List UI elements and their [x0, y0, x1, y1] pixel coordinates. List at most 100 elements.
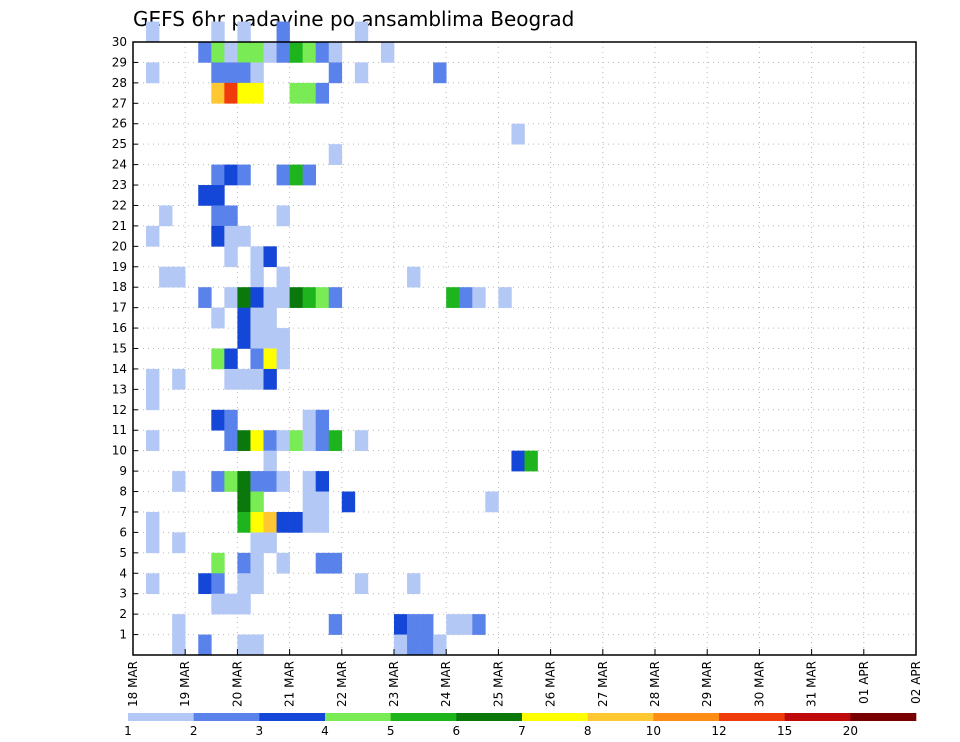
y-tick-label: 3: [119, 587, 127, 601]
precip-cell: [146, 511, 160, 533]
precip-cell: [237, 634, 251, 656]
y-tick-label: 9: [119, 464, 127, 478]
x-tick-label: 31 MAR: [805, 661, 819, 707]
colorbar-label: 5: [387, 724, 395, 738]
colorbar-swatch: [259, 713, 326, 721]
precip-cell: [250, 307, 264, 329]
precip-cell: [211, 593, 225, 615]
x-tick-label: 19 MAR: [178, 661, 192, 707]
precip-cell: [315, 552, 330, 574]
precip-cell: [302, 471, 316, 492]
y-tick-label: 24: [112, 158, 127, 172]
precip-cell: [237, 471, 251, 492]
precip-cell: [250, 573, 264, 594]
precip-cell: [407, 266, 421, 288]
precip-cell: [237, 62, 251, 84]
precip-cell: [237, 225, 251, 247]
precip-cell: [407, 573, 421, 594]
precip-cell: [263, 430, 277, 451]
precip-cell: [354, 430, 369, 451]
precip-cell: [198, 42, 212, 63]
precip-cell: [276, 471, 290, 492]
precip-cell: [237, 368, 251, 390]
precip-cell: [289, 287, 303, 308]
precip-cell: [211, 552, 225, 574]
precip-cell: [289, 42, 303, 63]
precip-cell: [511, 123, 525, 145]
precip-cell: [250, 368, 264, 390]
precip-cell: [263, 246, 277, 268]
y-tick-label: 23: [112, 178, 127, 192]
x-tick-label: 27 MAR: [596, 661, 610, 707]
colorbar-swatch: [653, 713, 720, 721]
precip-cell: [446, 287, 460, 308]
precip-cell: [250, 532, 264, 554]
precip-cell: [146, 368, 160, 390]
precip-cell: [146, 389, 160, 411]
precip-cell: [394, 634, 408, 656]
colorbar-swatch: [587, 713, 654, 721]
precip-cell: [172, 266, 186, 288]
precip-cell: [211, 42, 225, 63]
precip-cell: [159, 205, 173, 227]
precip-cell: [211, 21, 225, 43]
precip-cell: [472, 614, 486, 635]
precip-cell: [172, 368, 186, 390]
y-tick-label: 11: [112, 423, 127, 437]
precip-cell: [224, 225, 238, 247]
precip-cell: [146, 62, 160, 84]
precip-cell: [302, 164, 316, 186]
precip-cell: [289, 164, 303, 186]
precip-cell: [211, 82, 225, 104]
precip-cell: [302, 42, 316, 63]
precip-cell: [420, 634, 434, 656]
y-tick-label: 13: [112, 382, 127, 396]
precip-cell: [198, 573, 212, 594]
precip-cell: [237, 307, 251, 329]
precip-cell: [224, 368, 238, 390]
precip-cell: [276, 287, 290, 308]
precip-cell: [263, 471, 277, 492]
precip-cell: [237, 287, 251, 308]
precip-cell: [328, 287, 343, 308]
colorbar-label: 1: [124, 724, 132, 738]
precip-cell: [224, 164, 238, 186]
colorbar-label: 4: [321, 724, 329, 738]
y-tick-label: 2: [119, 607, 127, 621]
colorbar-label: 2: [190, 724, 198, 738]
precip-cells: [146, 21, 538, 656]
y-tick-label: 19: [112, 260, 127, 274]
precip-cell: [263, 307, 277, 329]
x-tick-label: 20 MAR: [230, 661, 244, 707]
x-axis: 18 MAR 19 MAR 20 MAR 21 MAR 22 MAR 23 MAR 24 M…: [126, 649, 923, 707]
precip-cell: [459, 287, 473, 308]
precip-cell: [459, 614, 473, 635]
precip-cell: [211, 185, 225, 206]
precip-cell: [211, 205, 225, 227]
y-tick-label: 1: [119, 628, 127, 642]
precip-cell: [354, 573, 369, 594]
precip-cell: [146, 430, 160, 451]
precip-cell: [498, 287, 512, 308]
x-tick-label: 30 MAR: [752, 661, 766, 707]
precip-cell: [250, 491, 264, 513]
colorbar-swatch: [456, 713, 523, 721]
precip-cell: [146, 21, 160, 43]
precip-cell: [211, 225, 225, 247]
colorbar-swatch: [522, 713, 588, 721]
precip-cell: [250, 328, 264, 349]
precip-cell: [237, 552, 251, 574]
precip-cell: [276, 328, 290, 349]
precip-cell: [250, 82, 264, 104]
x-tick-label: 01 APR: [857, 661, 871, 704]
y-tick-label: 4: [119, 566, 127, 580]
precip-cell: [289, 82, 303, 104]
precip-cell: [250, 471, 264, 492]
precip-cell: [224, 430, 238, 451]
precip-cell: [237, 430, 251, 451]
y-tick-label: 17: [112, 301, 127, 315]
precip-cell: [263, 532, 277, 554]
precip-cell: [289, 511, 303, 533]
precip-cell: [315, 471, 330, 492]
precip-cell: [407, 614, 421, 635]
